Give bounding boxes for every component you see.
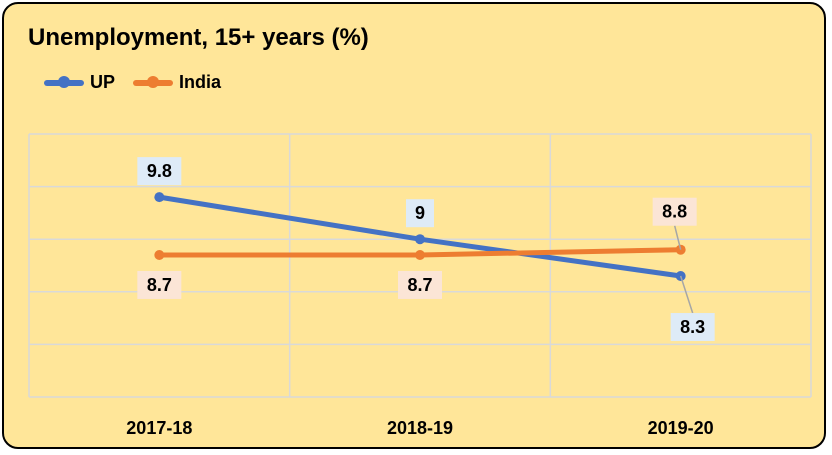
chart-title: Unemployment, 15+ years (%) [28,24,369,51]
x-tick-label: 2017-18 [126,418,192,438]
data-label-box-up [670,313,715,342]
data-label-up: 9 [415,203,425,223]
data-label-box-india [652,197,697,226]
data-label-leader [673,225,682,250]
legend-item-up: UP [44,72,115,93]
data-label-india: 8.7 [407,275,432,295]
legend-swatch-up [44,75,84,88]
x-tick-label: 2018-19 [387,418,453,438]
data-label-leader [679,275,694,314]
legend-label-india: India [179,72,222,92]
data-point-up [415,234,425,245]
data-label-box-india [398,270,442,299]
legend-label-up: UP [90,72,116,92]
legend-swatch-india [133,75,174,88]
legend: UP India [44,72,221,93]
data-label-box-india [137,270,182,299]
data-label-india: 8.7 [147,275,172,295]
data-label-box-up [137,157,182,186]
data-label-box-up [406,199,434,228]
data-label-up: 9.8 [147,161,172,181]
data-point-up [154,192,165,203]
data-point-india [154,249,165,260]
data-point-india [415,249,425,260]
x-tick-label: 2019-20 [648,418,714,438]
data-label-up: 8.3 [680,317,705,337]
data-label-india: 8.8 [662,202,687,222]
legend-item-india: India [133,72,221,93]
